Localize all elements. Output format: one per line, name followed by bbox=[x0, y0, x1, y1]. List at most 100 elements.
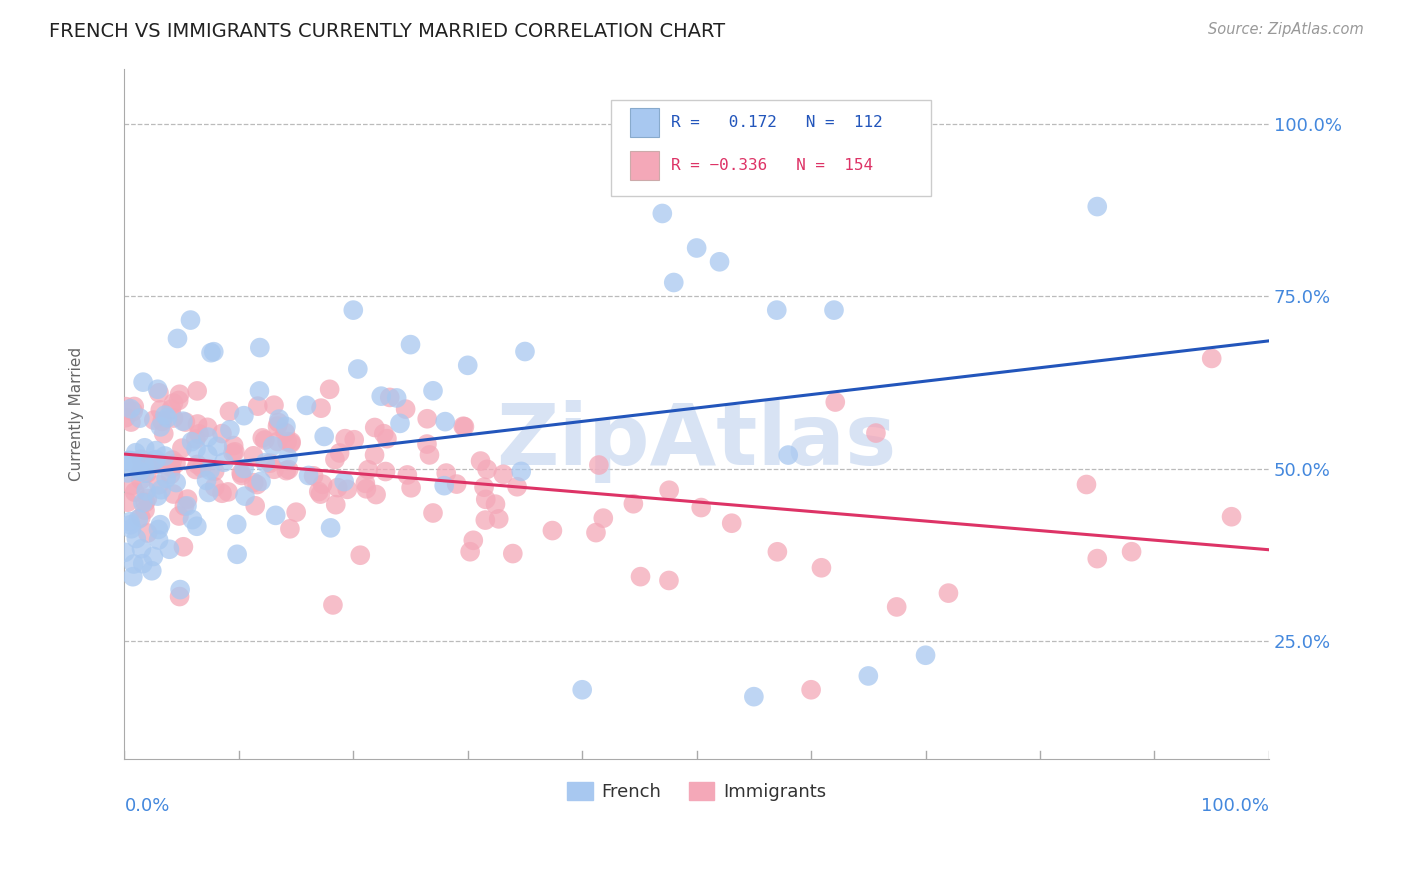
Point bbox=[378, 391, 401, 405]
Point bbox=[363, 448, 385, 462]
Point bbox=[311, 477, 333, 491]
Point bbox=[342, 303, 364, 318]
Point bbox=[153, 408, 176, 422]
Point bbox=[132, 375, 155, 389]
Point bbox=[225, 517, 247, 532]
Point bbox=[117, 495, 139, 509]
Point bbox=[446, 477, 468, 491]
Point bbox=[195, 474, 218, 488]
Point bbox=[146, 382, 169, 396]
Point bbox=[115, 454, 138, 468]
Point bbox=[136, 526, 159, 541]
Point bbox=[202, 344, 225, 359]
Point bbox=[134, 466, 156, 480]
Point bbox=[276, 434, 298, 449]
Point bbox=[1076, 477, 1098, 491]
Point bbox=[148, 385, 170, 400]
Point bbox=[132, 557, 155, 571]
Point bbox=[585, 525, 607, 540]
Point bbox=[858, 669, 880, 683]
Point bbox=[246, 399, 269, 413]
Point bbox=[685, 241, 707, 255]
Point bbox=[323, 452, 346, 467]
Point bbox=[120, 522, 142, 536]
Point bbox=[145, 452, 167, 467]
Point bbox=[492, 467, 515, 482]
Text: 100.0%: 100.0% bbox=[1201, 797, 1270, 814]
Point bbox=[322, 598, 344, 612]
Point bbox=[434, 466, 457, 480]
Point bbox=[129, 473, 152, 487]
Point bbox=[135, 483, 157, 498]
Point bbox=[172, 540, 194, 554]
Point bbox=[433, 478, 456, 492]
Point bbox=[150, 483, 173, 497]
Point bbox=[765, 303, 787, 318]
Point bbox=[114, 545, 136, 559]
Point bbox=[117, 466, 139, 480]
Point bbox=[212, 455, 235, 469]
Point bbox=[231, 468, 253, 483]
Point bbox=[458, 545, 481, 559]
Point bbox=[742, 690, 765, 704]
Point bbox=[263, 462, 285, 476]
Point bbox=[297, 468, 319, 483]
Point bbox=[186, 417, 208, 431]
Point bbox=[197, 485, 219, 500]
Point bbox=[173, 499, 195, 513]
Point bbox=[457, 359, 479, 373]
Point bbox=[142, 549, 165, 564]
Point bbox=[250, 475, 273, 489]
Point bbox=[720, 516, 742, 531]
Point bbox=[132, 496, 155, 510]
Point bbox=[134, 495, 156, 509]
Point bbox=[211, 486, 233, 500]
Point bbox=[343, 433, 366, 447]
Point bbox=[217, 484, 239, 499]
Point bbox=[184, 432, 207, 446]
Point bbox=[148, 458, 170, 472]
Point bbox=[354, 476, 377, 491]
Point bbox=[134, 460, 156, 475]
Point bbox=[388, 417, 411, 431]
Point bbox=[176, 492, 198, 507]
Point bbox=[541, 524, 564, 538]
Point bbox=[253, 433, 276, 447]
Point bbox=[938, 586, 960, 600]
Point bbox=[295, 398, 318, 412]
Point bbox=[399, 481, 422, 495]
Point bbox=[484, 497, 506, 511]
Point bbox=[364, 420, 387, 434]
Point bbox=[475, 462, 498, 476]
Point bbox=[197, 420, 219, 434]
Point bbox=[309, 487, 332, 501]
Point bbox=[129, 465, 152, 479]
Point bbox=[1085, 200, 1108, 214]
Point bbox=[125, 532, 148, 546]
Point bbox=[224, 445, 246, 459]
Point bbox=[117, 456, 139, 470]
Point bbox=[658, 483, 681, 498]
Point bbox=[336, 483, 359, 497]
Point bbox=[172, 414, 194, 428]
Point bbox=[222, 446, 245, 460]
Point bbox=[651, 206, 673, 220]
Point bbox=[621, 497, 644, 511]
Point bbox=[156, 410, 179, 425]
Point bbox=[709, 254, 731, 268]
Point bbox=[135, 466, 157, 480]
Point bbox=[120, 401, 142, 416]
Point bbox=[159, 467, 181, 482]
Point bbox=[226, 547, 249, 561]
Point bbox=[451, 419, 474, 434]
Point bbox=[396, 467, 419, 482]
Point bbox=[169, 590, 191, 604]
Point bbox=[463, 533, 485, 548]
Point bbox=[143, 453, 166, 467]
Point bbox=[118, 515, 141, 529]
Point bbox=[167, 393, 190, 408]
Bar bbox=[630, 108, 659, 136]
Point bbox=[131, 541, 153, 556]
Point bbox=[148, 523, 170, 537]
Point bbox=[121, 478, 143, 492]
